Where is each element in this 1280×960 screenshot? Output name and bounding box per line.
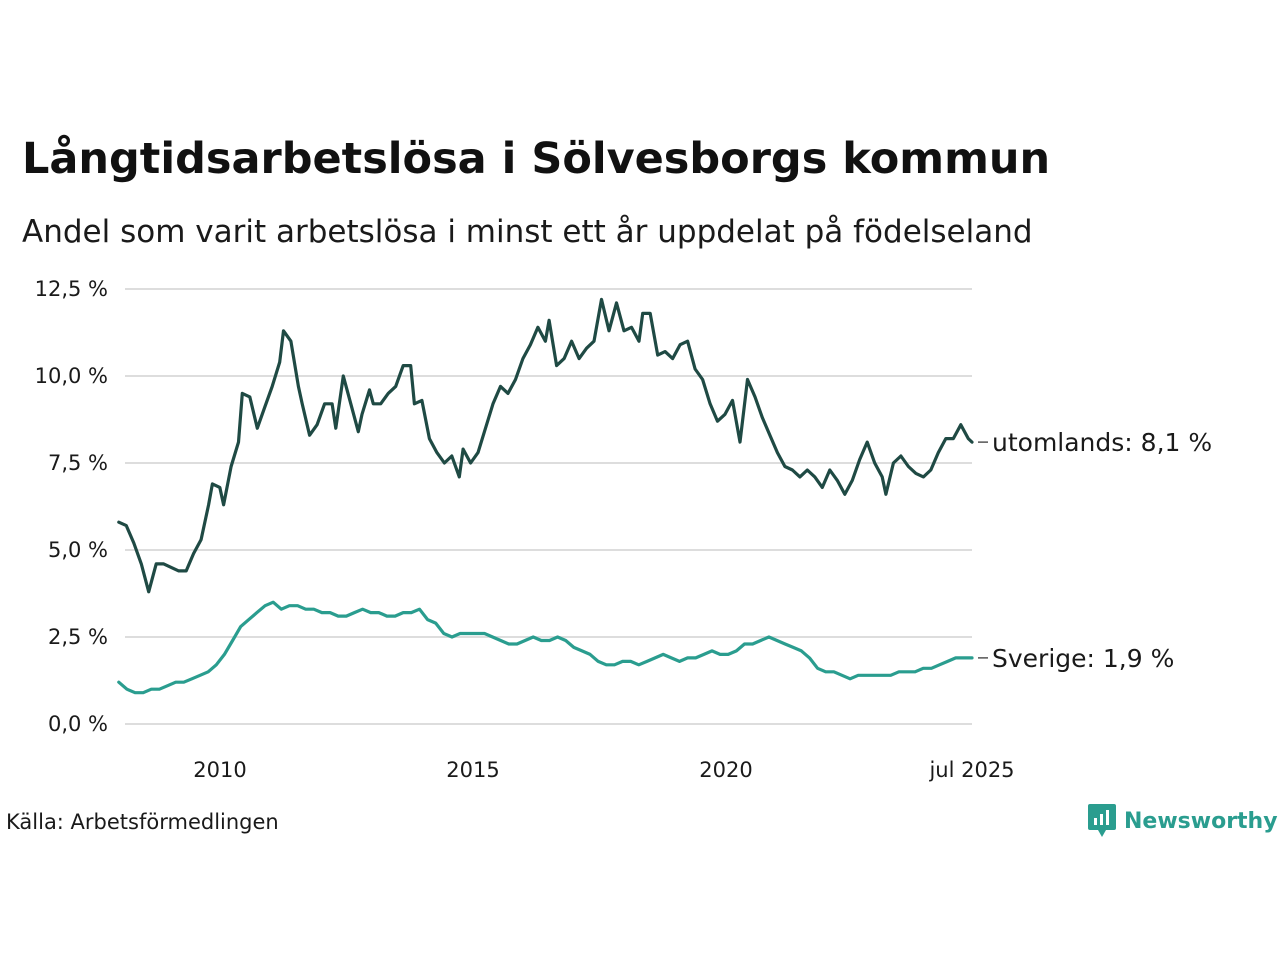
x-tick-label: 2010 [193, 758, 246, 782]
chart-title: Långtidsarbetslösa i Sölvesborgs kommun [22, 134, 1051, 184]
series-end-label-utomlands: utomlands: 8,1 % [992, 428, 1212, 457]
y-tick-label: 5,0 % [48, 538, 108, 562]
source-note: Källa: Arbetsförmedlingen [6, 810, 279, 834]
series-line-sverige [117, 600, 974, 695]
chart-subtitle: Andel som varit arbetslösa i minst ett å… [22, 214, 1033, 250]
x-tick-label: 2015 [446, 758, 499, 782]
newsworthy-logo-text: Newsworthy [1124, 808, 1278, 834]
y-tick-label: 0,0 % [48, 712, 108, 736]
x-tick-label: jul 2025 [928, 758, 1014, 782]
y-tick-label: 7,5 % [48, 451, 108, 475]
y-tick-label: 12,5 % [35, 277, 108, 301]
series-end-label-sverige: Sverige: 1,9 % [992, 644, 1174, 673]
y-tick-label: 10,0 % [35, 364, 108, 388]
newsworthy-logo: Newsworthy [1088, 804, 1278, 838]
y-tick-label: 2,5 % [48, 625, 108, 649]
newsworthy-logo-icon [1088, 804, 1116, 837]
series-line-utomlands [117, 297, 974, 594]
x-tick-label: 2020 [699, 758, 752, 782]
